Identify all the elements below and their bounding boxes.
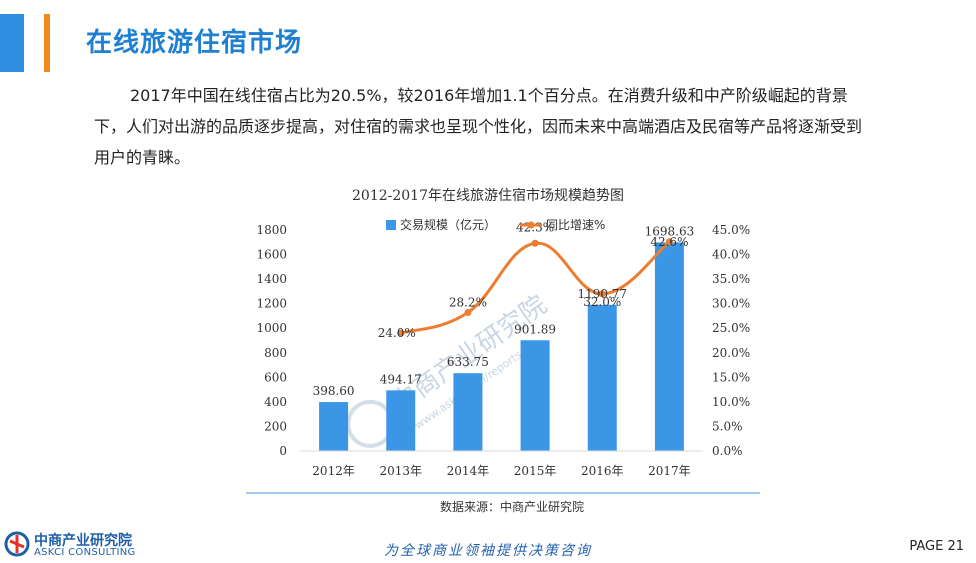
y-right-tick-label: 15.0%	[712, 370, 750, 384]
growth-value-label: 24.0%	[378, 326, 416, 340]
page-number: PAGE 21	[909, 539, 964, 554]
bar-2017年	[654, 242, 684, 451]
x-tick-label: 2013年	[379, 464, 422, 478]
growth-value-label: 28.2%	[449, 296, 487, 310]
y-left-tick-label: 1000	[256, 321, 287, 335]
growth-value-label: 32.0%	[583, 295, 621, 309]
logo-text-en: ASKCI CONSULTING	[34, 547, 136, 558]
x-tick-label: 2017年	[648, 464, 691, 478]
page-title: 在线旅游住宿市场	[86, 28, 303, 58]
x-tick-label: 2014年	[447, 464, 490, 478]
logo-mark-icon	[4, 531, 30, 557]
y-left-tick-label: 0	[279, 444, 287, 458]
title-accent-orange	[44, 14, 50, 72]
growth-point-2013年	[397, 329, 405, 337]
y-left-tick-label: 1600	[256, 248, 287, 262]
y-right-tick-label: 25.0%	[712, 321, 750, 335]
bar-value-label: 901.89	[514, 322, 556, 336]
bar-2016年	[587, 304, 617, 451]
x-tick-label: 2016年	[581, 464, 624, 478]
y-right-tick-label: 30.0%	[712, 297, 750, 311]
chart-title: 2012-2017年在线旅游住宿市场规模趋势图	[352, 187, 624, 204]
legend-line-label: 同比增速%	[546, 218, 605, 232]
y-left-tick-label: 200	[264, 419, 287, 433]
bar-value-label: 1190.77	[577, 287, 627, 301]
legend-line-marker	[527, 221, 535, 229]
growth-point-2017年	[665, 238, 673, 246]
x-tick-label: 2015年	[514, 464, 557, 478]
title-accent-blue	[0, 14, 24, 72]
bar-value-label: 1698.63	[645, 224, 695, 238]
bar-value-label: 398.60	[313, 384, 355, 398]
footer-logo: 中商产业研究院 ASKCI CONSULTING	[4, 528, 144, 562]
y-left-tick-label: 800	[264, 346, 287, 360]
y-left-tick-label: 1800	[256, 223, 287, 237]
growth-value-label: 42.6%	[650, 235, 688, 249]
y-left-tick-label: 1200	[256, 297, 287, 311]
bar-2014年	[453, 373, 483, 451]
y-right-tick-label: 45.0%	[712, 223, 750, 237]
growth-point-2014年	[464, 309, 472, 317]
y-right-tick-label: 0.0%	[712, 444, 743, 458]
y-left-tick-label: 600	[264, 370, 287, 384]
bar-2013年	[386, 390, 416, 451]
y-right-tick-label: 10.0%	[712, 395, 750, 409]
x-tick-label: 2012年	[312, 464, 355, 478]
intro-text: 2017年中国在线住宿占比为20.5%，较2016年增加1.1个百分点。在消费升…	[94, 86, 863, 167]
chart-svg: 2012-2017年在线旅游住宿市场规模趋势图中商产业研究院www.askci.…	[246, 187, 760, 514]
data-source: 数据来源：中商产业研究院	[440, 499, 584, 514]
logo-text-cn: 中商产业研究院	[34, 533, 132, 549]
legend-bar-label: 交易规模（亿元）	[400, 217, 496, 232]
y-right-tick-label: 35.0%	[712, 272, 750, 286]
y-right-tick-label: 20.0%	[712, 346, 750, 360]
footer-slogan: 为全球商业领袖提供决策咨询	[384, 543, 592, 559]
y-right-tick-label: 5.0%	[712, 419, 743, 433]
chart-area: 2012-2017年在线旅游住宿市场规模趋势图中商产业研究院www.askci.…	[0, 175, 976, 520]
y-left-tick-label: 1400	[256, 272, 287, 286]
bar-value-label: 494.17	[380, 372, 422, 386]
y-left-tick-label: 400	[264, 395, 287, 409]
growth-point-2016年	[598, 290, 606, 298]
intro-paragraph: 2017年中国在线住宿占比为20.5%，较2016年增加1.1个百分点。在消费升…	[94, 80, 874, 173]
legend-bar-swatch	[386, 220, 396, 230]
bar-value-label: 633.75	[447, 355, 489, 369]
growth-point-2015年	[531, 239, 539, 247]
bar-2012年	[319, 402, 349, 451]
y-right-tick-label: 40.0%	[712, 248, 750, 262]
bar-2015年	[520, 340, 550, 451]
